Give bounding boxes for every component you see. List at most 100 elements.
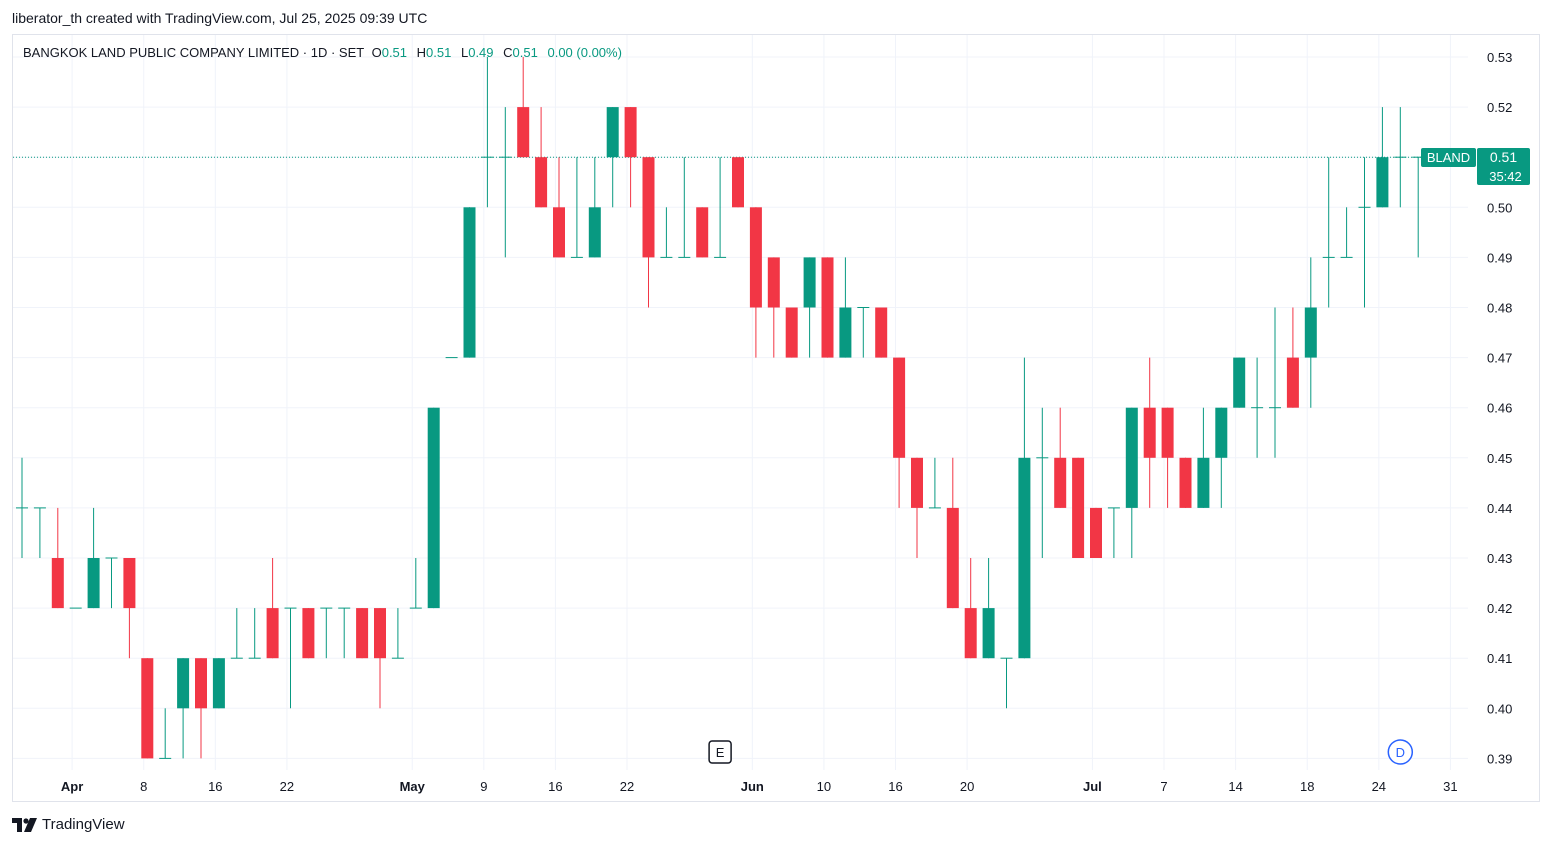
candle <box>767 257 780 358</box>
price-tick-label: 0.42 <box>1487 601 1512 616</box>
time-tick-label: 18 <box>1300 779 1314 794</box>
candle <box>177 658 190 759</box>
candle-body <box>1251 407 1264 409</box>
price-label: BLAND 0.51 35:42 <box>1421 148 1530 185</box>
price-tick-label: 0.44 <box>1487 501 1512 516</box>
price-tick-label: 0.49 <box>1487 250 1512 265</box>
candle <box>1125 407 1138 558</box>
candle-body <box>230 657 243 659</box>
candle-body <box>570 256 583 258</box>
candle <box>1269 307 1281 458</box>
candle <box>875 307 888 358</box>
tradingview-logo-icon <box>12 817 37 832</box>
legend-high-value: 0.51 <box>426 45 452 60</box>
time-tick-label: May <box>400 779 426 794</box>
candle <box>1251 357 1264 458</box>
candle <box>1412 156 1425 258</box>
candle-body <box>51 558 64 609</box>
legend-close-label: C <box>503 45 513 60</box>
candle <box>714 157 727 258</box>
candle-body <box>409 607 422 609</box>
candle-body <box>642 157 655 258</box>
candle-body <box>1340 256 1353 258</box>
candle <box>33 507 46 558</box>
candle-body <box>320 607 333 609</box>
candle-body <box>1322 256 1335 258</box>
chart-credit: liberator_th created with TradingView.co… <box>12 10 428 26</box>
candle-body <box>1125 407 1138 508</box>
price-tick-label: 0.40 <box>1487 701 1512 716</box>
price-tick-label: 0.43 <box>1487 551 1512 566</box>
time-tick-label: 9 <box>480 779 487 794</box>
earnings-marker-box[interactable] <box>708 740 732 764</box>
ticker-tag <box>1421 148 1476 167</box>
candle-body <box>338 607 351 609</box>
candle-body <box>177 658 190 709</box>
candle <box>696 207 709 258</box>
candle-body <box>911 457 923 508</box>
candle <box>624 107 637 208</box>
ohlc-legend: BANGKOK LAND PUBLIC COMPANY LIMITED · 1D… <box>23 45 628 60</box>
candle-body <box>803 257 816 308</box>
chart-frame[interactable] <box>12 34 1540 802</box>
last-price-tag <box>1477 148 1530 185</box>
candle <box>1286 307 1299 408</box>
candle-body <box>1072 457 1085 558</box>
price-tick-label: 0.46 <box>1487 401 1512 416</box>
candle <box>1072 457 1085 558</box>
candle-body <box>660 256 673 258</box>
candle-body <box>517 107 530 158</box>
candle <box>1304 257 1317 408</box>
time-tick-label: Jun <box>741 779 764 794</box>
candle <box>857 307 870 358</box>
time-tick-label: 31 <box>1443 779 1457 794</box>
time-tick-label: Jul <box>1083 779 1102 794</box>
price-tick-label: 0.48 <box>1487 301 1512 316</box>
legend-symbol: BANGKOK LAND PUBLIC COMPANY LIMITED · 1D… <box>23 45 364 60</box>
dividend-marker[interactable]: D <box>1387 739 1414 765</box>
price-axis[interactable]: 0.530.520.510.500.490.480.470.460.450.44… <box>1487 50 1512 766</box>
candle-body <box>749 207 762 308</box>
candle-body <box>463 207 476 358</box>
price-tick-label: 0.41 <box>1487 651 1512 666</box>
time-tick-label: 22 <box>620 779 634 794</box>
candle <box>570 157 583 258</box>
price-tick-label: 0.45 <box>1487 451 1512 466</box>
time-tick-label: 16 <box>888 779 902 794</box>
candle <box>1036 407 1049 558</box>
candle-body <box>356 608 369 659</box>
time-axis[interactable]: Apr 8 16 22 May 9 16 22 Jun 10 16 20 Jul 7 14 18 24 31 <box>61 779 1458 794</box>
candle-body <box>767 257 780 308</box>
candle <box>1090 507 1102 558</box>
candle <box>248 608 261 659</box>
candle-body <box>105 557 118 559</box>
candle-body <box>499 156 512 158</box>
candle-body <box>732 157 744 208</box>
candle <box>1340 207 1353 258</box>
candle <box>1197 407 1210 508</box>
candle-body <box>69 607 82 609</box>
candle <box>356 608 369 659</box>
candle <box>1215 407 1228 508</box>
candle <box>1233 357 1246 408</box>
candle-body <box>1358 206 1371 208</box>
dividend-marker-circle[interactable] <box>1387 739 1414 765</box>
candle <box>230 608 243 659</box>
price-tick-label: 0.39 <box>1487 751 1512 766</box>
candle <box>517 57 530 158</box>
candle-body <box>821 257 834 358</box>
candle <box>1143 357 1156 508</box>
grid-lines <box>13 35 1468 770</box>
candle-body <box>1054 457 1067 508</box>
earnings-marker[interactable]: E <box>708 740 732 764</box>
candle <box>893 357 906 508</box>
last-price-tag-value: 0.51 <box>1490 149 1517 165</box>
candle <box>982 558 995 659</box>
candle <box>105 557 118 609</box>
event-markers[interactable]: E D <box>708 739 1414 765</box>
candle-body <box>678 256 691 258</box>
candle <box>660 207 673 258</box>
tradingview-brand[interactable]: TradingView <box>12 816 125 833</box>
time-tick-label: 8 <box>140 779 147 794</box>
